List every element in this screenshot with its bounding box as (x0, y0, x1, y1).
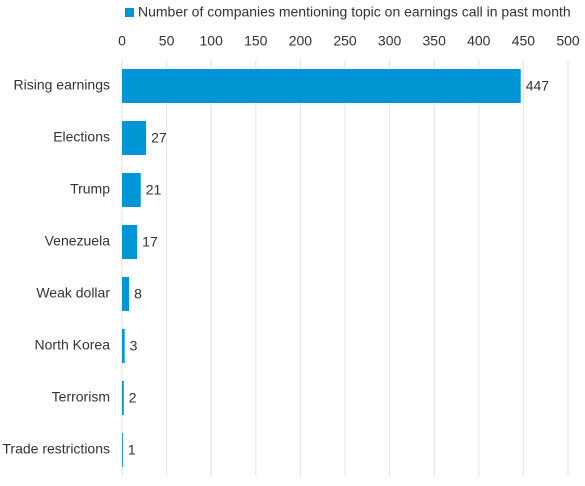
x-tick-label: 200 (289, 33, 313, 49)
data-label: 3 (130, 338, 138, 354)
data-label: 17 (142, 234, 158, 250)
y-tick-label: Rising earnings (14, 77, 111, 93)
data-label: 27 (151, 130, 167, 146)
bar (122, 433, 123, 467)
data-label: 447 (526, 78, 550, 94)
y-tick-label: Weak dollar (36, 285, 110, 301)
bar (122, 121, 147, 155)
y-tick-label: Trade restrictions (2, 441, 110, 457)
x-tick-label: 350 (423, 33, 447, 49)
y-tick-label: Trump (70, 181, 110, 197)
x-tick-label: 400 (467, 33, 491, 49)
data-label: 2 (129, 390, 137, 406)
bar (122, 381, 124, 415)
bar (122, 277, 130, 311)
legend-swatch (125, 8, 134, 17)
x-tick-label: 450 (512, 33, 536, 49)
x-tick-label: 250 (333, 33, 357, 49)
legend-label: Number of companies mentioning topic on … (138, 4, 571, 20)
bar (122, 173, 141, 207)
y-tick-label: North Korea (35, 337, 111, 353)
bar (122, 329, 125, 363)
x-tick-label: 500 (556, 33, 580, 49)
y-tick-label: Venezuela (45, 233, 111, 249)
y-tick-label: Elections (53, 129, 110, 145)
data-label: 1 (128, 442, 136, 458)
data-label: 21 (146, 182, 162, 198)
x-tick-label: 100 (200, 33, 224, 49)
x-tick-label: 150 (244, 33, 268, 49)
bar (122, 69, 521, 103)
y-tick-label: Terrorism (52, 389, 110, 405)
x-tick-label: 0 (118, 33, 126, 49)
data-label: 8 (134, 286, 142, 302)
bar (122, 225, 138, 259)
x-tick-label: 300 (378, 33, 402, 49)
x-tick-label: 50 (159, 33, 175, 49)
